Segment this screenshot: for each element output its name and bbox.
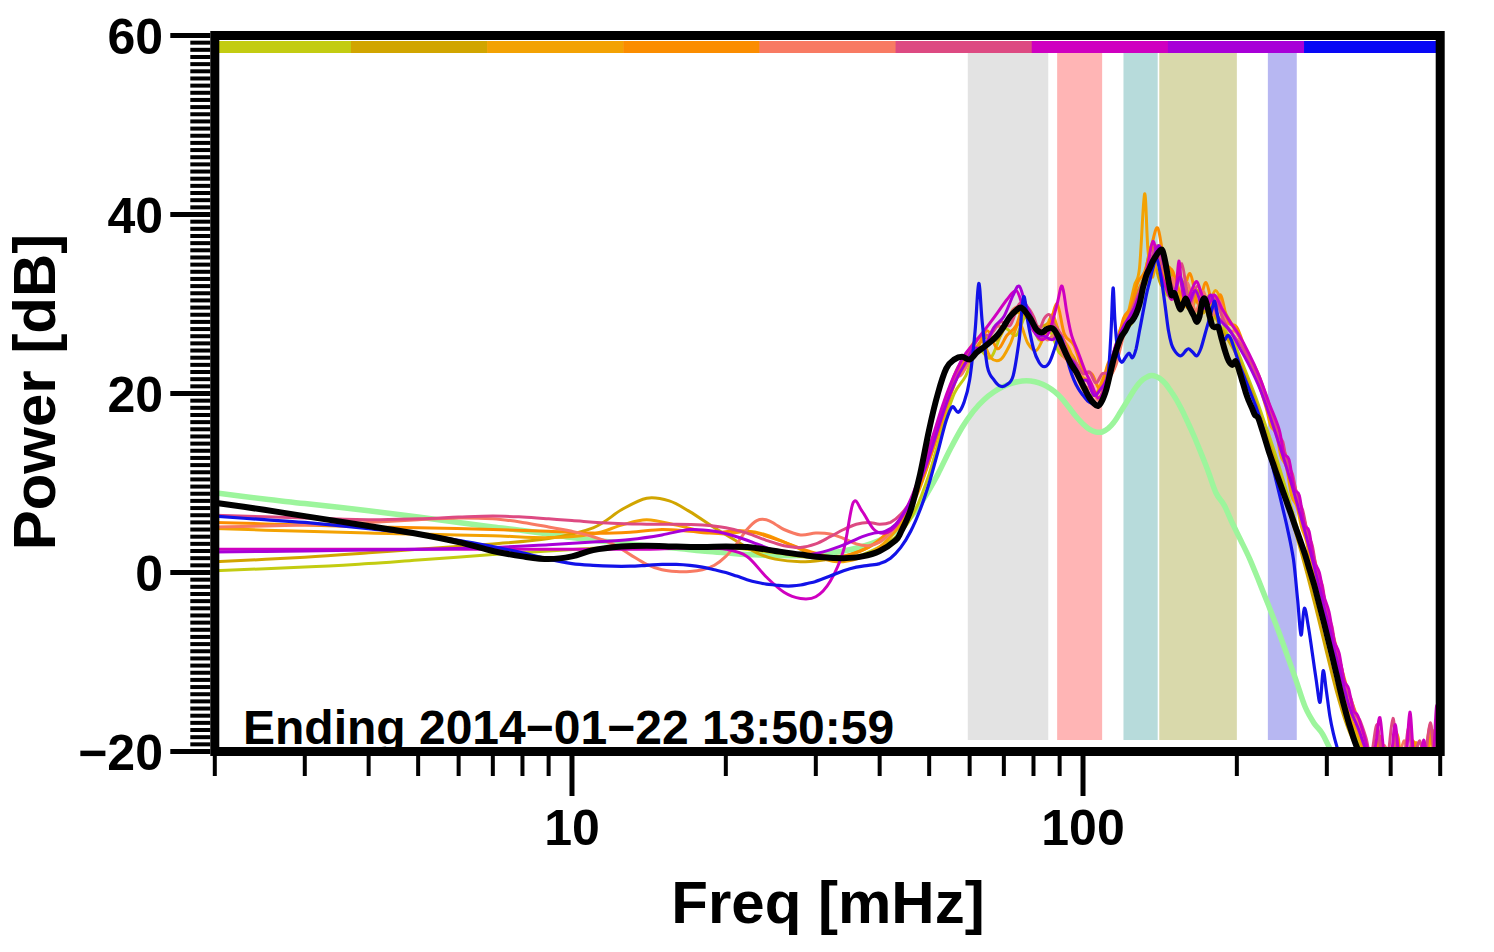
colorbar-segment-1: [215, 41, 352, 53]
band-olive: [1159, 53, 1237, 740]
band-gray: [968, 53, 1048, 740]
colorbar-segment-5: [759, 41, 896, 53]
curve-seg3-orange: [215, 194, 1440, 766]
chart-canvas: −20 0 20 40 60 10 100: [0, 0, 1494, 952]
colorbar-segment-2: [351, 41, 488, 53]
spectrum-plot-page: −20 0 20 40 60 10 100 Power [dB] Freq [mHz] En…: [0, 0, 1494, 952]
colorbar-segment-6: [896, 41, 1033, 53]
curve-seg2-mustard: [215, 246, 1440, 764]
colorbar-segment-8: [1168, 41, 1305, 53]
x-axis-title: Freq [mHz]: [671, 868, 984, 937]
curve-seg5-salmon: [215, 248, 1440, 764]
colorbar-segment-3: [487, 41, 624, 53]
curve-seg6-crimson: [215, 246, 1440, 764]
colorbar-segment-9: [1304, 41, 1441, 53]
y-tick-label-20: 20: [107, 367, 163, 423]
curve-seg7-magenta: [215, 241, 1440, 766]
y-tick-label-0: 0: [135, 546, 163, 602]
y-axis-title: Power [dB]: [0, 234, 69, 551]
curve-seg1-yellowgreen: [215, 255, 1440, 764]
curve-mean: [215, 249, 1440, 759]
ending-time-annotation: Ending 2014−01−22 13:50:59: [243, 700, 894, 755]
y-tick-label--20: −20: [78, 725, 163, 781]
curve-seg9-blue: [215, 258, 1440, 765]
time-colorbar: [215, 41, 1441, 53]
x-axis-ticks: [215, 756, 1440, 796]
y-tick-label-60: 60: [107, 9, 163, 65]
curve-seg4-darkorange: [215, 228, 1440, 766]
colorbar-segment-7: [1032, 41, 1169, 53]
plot-frame: [215, 36, 1440, 752]
x-tick-label-100: 100: [1041, 800, 1124, 856]
x-tick-label-10: 10: [544, 800, 600, 856]
curve-seg8-purple: [215, 246, 1440, 764]
y-axis-ticks: [170, 36, 210, 752]
colorbar-segment-4: [623, 41, 760, 53]
y-tick-label-40: 40: [107, 188, 163, 244]
spectra-curves: [215, 194, 1440, 788]
